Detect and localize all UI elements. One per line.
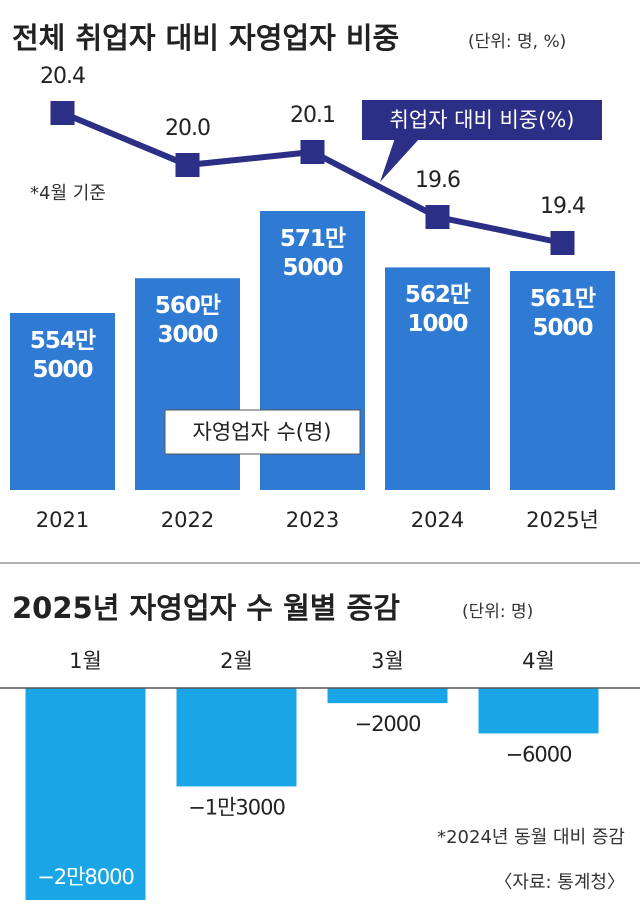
bar: [25, 688, 146, 900]
bar: [385, 267, 490, 490]
bar-value-label: −2만8000: [37, 865, 134, 889]
line-value-label: 19.6: [415, 168, 460, 193]
line-marker: [50, 101, 75, 125]
note: *4월 기준: [30, 183, 106, 204]
bar-value-label: 561만 5000: [529, 286, 596, 341]
x-tick-label: 4월: [522, 649, 555, 673]
legend-label: 자영업자 수(명): [193, 420, 332, 444]
x-tick-label: 1월: [69, 649, 102, 673]
x-tick-label: 3월: [371, 649, 404, 673]
legend-pointer: [380, 138, 420, 182]
legend-label: 취업자 대비 비중(%): [390, 108, 575, 132]
chart-title: 2025년 자영업자 수 월별 증감: [12, 591, 400, 625]
line-marker: [550, 231, 575, 255]
line-value-label: 19.4: [540, 194, 585, 219]
source: 〈자료: 통계청〉: [494, 872, 625, 893]
bar-value-label: −6000: [505, 742, 571, 766]
chart-title: 전체 취업자 대비 자영업자 비중: [12, 21, 399, 55]
x-tick-label: 2023: [286, 508, 339, 532]
chart-subtitle: (단위: 명, %): [468, 32, 566, 52]
line-value-label: 20.0: [165, 116, 210, 141]
bar-value-label: −2000: [354, 712, 420, 736]
x-tick-label: 2022: [161, 508, 214, 532]
x-tick-label: 2월: [220, 649, 253, 673]
legend-box: [362, 100, 602, 140]
bar: [327, 688, 448, 704]
note: *2024년 동월 대비 증감: [437, 827, 625, 848]
x-tick-label: 2021: [36, 508, 89, 532]
legend-box: [164, 409, 361, 455]
chart-subtitle: (단위: 명): [462, 602, 533, 622]
bar: [176, 688, 297, 787]
line-value-label: 20.1: [290, 103, 335, 128]
bar-value-label: 560만 3000: [154, 293, 221, 348]
bar: [135, 278, 240, 490]
bar: [478, 688, 599, 734]
line-marker: [425, 205, 450, 229]
bar: [10, 313, 115, 490]
bar: [510, 271, 615, 490]
line-marker: [300, 140, 325, 164]
x-tick-label: 2025년: [526, 508, 599, 532]
bar-value-label: 571만 5000: [279, 226, 346, 281]
bar-value-label: −1만3000: [188, 795, 285, 819]
x-tick-label: 2024: [411, 508, 464, 532]
line-value-label: 20.4: [40, 64, 85, 89]
bar-value-label: 554만 5000: [29, 328, 96, 383]
bar-value-label: 562만 1000: [404, 282, 471, 338]
line-marker: [175, 153, 200, 177]
